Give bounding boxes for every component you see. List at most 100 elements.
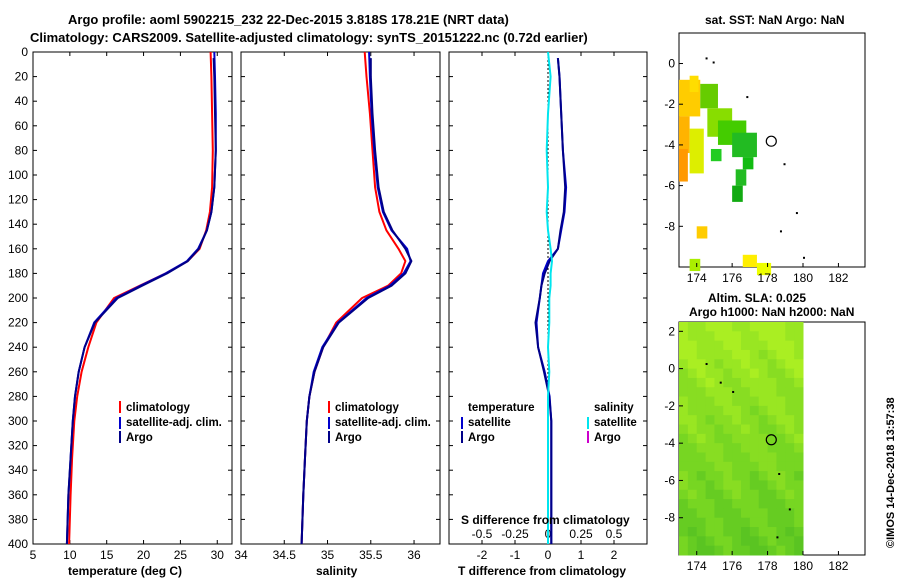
difference-plot: -2 -1 0 1 2-0.5 -0.25 0 0.25 0.5 xyxy=(449,51,647,562)
map-y-tick-label: -8 xyxy=(664,511,675,525)
map-y-tick-label: -4 xyxy=(664,436,675,450)
sla-cell xyxy=(732,331,742,342)
sla-cell xyxy=(776,387,786,398)
legend-label-argo: Argo xyxy=(126,432,153,444)
sst-cell xyxy=(742,157,754,170)
depth-tick-label: 380 xyxy=(8,512,28,526)
coastline-dot xyxy=(719,381,722,384)
sla-cell xyxy=(776,443,786,453)
sla-cell xyxy=(741,443,751,453)
sla-cell xyxy=(785,387,795,398)
sst-cell xyxy=(696,226,708,239)
sla-cell xyxy=(749,415,760,426)
x-tick-label: 34.5 xyxy=(273,548,297,562)
sla-cell xyxy=(705,322,715,332)
sla-cell xyxy=(794,480,804,491)
sla-cell xyxy=(767,489,777,500)
sla-cell xyxy=(714,508,724,519)
sla-cell xyxy=(741,433,751,444)
sla-cell xyxy=(785,508,795,519)
sla-cell xyxy=(732,545,742,556)
sla-cell xyxy=(705,377,715,388)
sst-map-title: sat. SST: NaN Argo: NaN xyxy=(705,13,845,27)
x-tick-label: 34 xyxy=(234,548,248,562)
sla-cell xyxy=(705,499,715,509)
sla-cell xyxy=(696,499,707,509)
sla-cell xyxy=(687,527,698,537)
difference-legend-salinity: salinity satellite Argo xyxy=(587,402,637,444)
sla-cell xyxy=(776,480,786,491)
map-y-tick-label: -4 xyxy=(664,138,675,152)
sla-cell xyxy=(776,536,786,547)
sla-cell xyxy=(679,415,689,426)
sla-cell xyxy=(741,349,751,360)
sla-cell xyxy=(732,527,742,537)
temperature-legend: climatology satellite-adj. clim. Argo xyxy=(119,401,222,444)
sla-cell xyxy=(714,359,724,370)
x-tick-label: 36 xyxy=(407,548,421,562)
sla-cell xyxy=(776,405,786,416)
sla-cell xyxy=(794,396,804,407)
sla-cell xyxy=(758,443,769,453)
sla-cell xyxy=(785,545,795,556)
sla-cell xyxy=(714,471,724,481)
sla-cell xyxy=(732,387,742,398)
sla-cell xyxy=(705,508,715,519)
sla-cell xyxy=(723,471,733,481)
sla-cell xyxy=(776,396,786,407)
sla-cell xyxy=(794,536,804,547)
sla-cell xyxy=(776,368,786,379)
sla-cell xyxy=(732,405,742,416)
sla-cell xyxy=(679,452,689,463)
sla-cell xyxy=(758,368,769,379)
sla-cell xyxy=(767,499,777,509)
sla-cell xyxy=(794,359,804,370)
sla-cell xyxy=(679,322,689,332)
map-x-tick-label: 176 xyxy=(722,559,742,573)
sla-cell xyxy=(776,424,786,435)
sla-cell xyxy=(749,322,760,332)
x-tick-label: 1 xyxy=(578,548,585,562)
legend-label-s-satellite: satellite xyxy=(594,417,637,429)
difference-legend-temperature: temperature satellite Argo xyxy=(461,402,534,444)
sla-cell xyxy=(723,545,733,556)
sla-cell xyxy=(714,499,724,509)
sla-cell xyxy=(767,396,777,407)
sla-cell xyxy=(749,489,760,500)
depth-tick-label: 340 xyxy=(8,463,28,477)
sla-cell xyxy=(705,480,715,491)
s-tick-label: -0.5 xyxy=(472,527,493,541)
sla-cell xyxy=(714,405,724,416)
sla-cell xyxy=(679,405,689,416)
sla-cell xyxy=(767,331,777,342)
series-line-s-satellite xyxy=(545,51,553,544)
sla-cell xyxy=(714,433,724,444)
sla-cell xyxy=(687,340,698,351)
sla-cell xyxy=(767,359,777,370)
sla-cell xyxy=(741,536,751,547)
salinity-plot: 34 34.5 35 35.5 36 xyxy=(234,51,440,562)
sla-cell xyxy=(767,433,777,444)
sla-cell xyxy=(785,405,795,416)
sla-cell xyxy=(767,527,777,537)
sla-cell xyxy=(794,489,804,500)
sla-cell xyxy=(696,433,707,444)
sla-cell xyxy=(714,340,724,351)
sla-cell xyxy=(714,480,724,491)
x-tick-label: 35.5 xyxy=(359,548,383,562)
sla-cell xyxy=(679,499,689,509)
map-x-tick-label: 178 xyxy=(758,559,778,573)
sla-cell xyxy=(696,387,707,398)
sla-cell xyxy=(741,499,751,509)
sla-cell xyxy=(732,452,742,463)
legend-label-s-argo: Argo xyxy=(594,432,621,444)
legend-title-salinity: salinity xyxy=(594,402,634,414)
sla-cell xyxy=(723,415,733,426)
map-x-tick-label: 174 xyxy=(687,559,707,573)
depth-axis: 0 20 40 60 80 100 120 140 160 180 200 220 240 260 280 3… xyxy=(8,45,28,551)
sla-cell xyxy=(687,536,698,547)
sla-cell xyxy=(758,340,769,351)
map-y-tick-label: 0 xyxy=(668,362,675,376)
sla-cell xyxy=(696,340,707,351)
sla-cell xyxy=(794,508,804,519)
